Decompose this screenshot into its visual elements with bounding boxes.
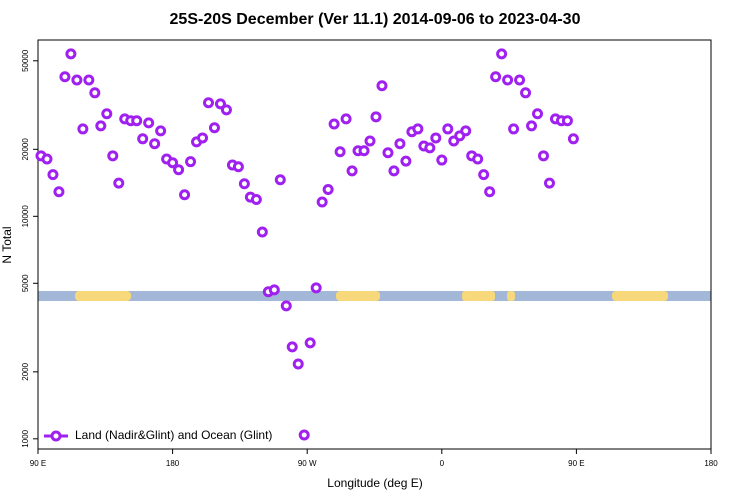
point (71, 74, 83, 86)
point (424, 142, 436, 154)
point (430, 132, 442, 144)
point (202, 97, 214, 109)
point (567, 133, 579, 145)
point (304, 337, 316, 349)
point (561, 115, 573, 127)
point (484, 186, 496, 198)
point (250, 194, 262, 206)
point (95, 120, 107, 132)
point (358, 145, 370, 157)
point (340, 113, 352, 125)
point (155, 125, 167, 137)
y-tick-label: 20000 (21, 138, 30, 161)
point (53, 186, 65, 198)
point (537, 150, 549, 162)
point (208, 122, 220, 134)
x-tick-label: 90 E (568, 459, 584, 468)
point (220, 104, 232, 116)
point (478, 169, 490, 181)
y-tick-label: 1000 (21, 429, 30, 447)
land-segment (336, 291, 380, 301)
x-tick-label: 0 (440, 459, 445, 468)
point (113, 177, 125, 189)
y-axis-label: N Total (0, 226, 14, 263)
legend-marker (50, 430, 62, 442)
point (502, 74, 514, 86)
point (346, 165, 358, 177)
point (185, 156, 197, 168)
point (41, 153, 53, 165)
point (514, 74, 526, 86)
point (496, 48, 508, 60)
y-tick-label: 2000 (21, 362, 30, 380)
x-axis-label: Longitude (deg E) (327, 476, 422, 490)
y-tick-label: 50000 (21, 49, 30, 72)
point (167, 157, 179, 169)
point (280, 300, 292, 312)
point (334, 146, 346, 158)
point (322, 183, 334, 195)
point (83, 74, 95, 86)
point (532, 108, 544, 120)
point (143, 117, 155, 129)
point (137, 133, 149, 145)
point (394, 138, 406, 150)
point (256, 226, 268, 238)
point (292, 358, 304, 370)
point (388, 165, 400, 177)
legend-label: Land (Nadir&Glint) and Ocean (Glint) (75, 428, 272, 442)
point (298, 429, 310, 441)
land-ocean-band (38, 291, 711, 301)
point (238, 178, 250, 190)
point (400, 155, 412, 167)
point (508, 123, 520, 135)
point (77, 123, 89, 135)
point (412, 123, 424, 135)
point (370, 111, 382, 123)
point (460, 125, 472, 137)
point (232, 161, 244, 173)
point (65, 48, 77, 60)
point (526, 120, 538, 132)
point (490, 71, 502, 83)
plot-frame (37, 39, 712, 450)
x-tick-label: 90 W (298, 459, 317, 468)
land-segment (612, 291, 668, 301)
point (286, 341, 298, 353)
point (436, 154, 448, 166)
land-segment (462, 291, 495, 301)
point (376, 80, 388, 92)
x-tick-label: 180 (166, 459, 180, 468)
point (364, 135, 376, 147)
point (472, 153, 484, 165)
point (101, 108, 113, 120)
point (274, 174, 286, 186)
point (173, 164, 185, 176)
point (442, 123, 454, 135)
point (131, 115, 143, 127)
x-tick-label: 90 E (30, 459, 46, 468)
y-tick-label: 5000 (21, 274, 30, 292)
point (179, 189, 191, 201)
point (107, 150, 119, 162)
point (328, 118, 340, 130)
point (543, 177, 555, 189)
chart-title: 25S-20S December (Ver 11.1) 2014-09-06 t… (170, 11, 581, 28)
point (149, 138, 161, 150)
point (59, 71, 71, 83)
point (214, 98, 226, 110)
x-tick-label: 180 (704, 459, 718, 468)
point (520, 87, 532, 99)
land-segment (75, 291, 131, 301)
point (268, 284, 280, 296)
point (382, 147, 394, 159)
point (47, 169, 59, 181)
y-tick-label: 10000 (21, 205, 30, 228)
point (316, 196, 328, 208)
point (89, 87, 101, 99)
point (197, 132, 209, 144)
point (310, 282, 322, 294)
land-segment (507, 291, 515, 301)
